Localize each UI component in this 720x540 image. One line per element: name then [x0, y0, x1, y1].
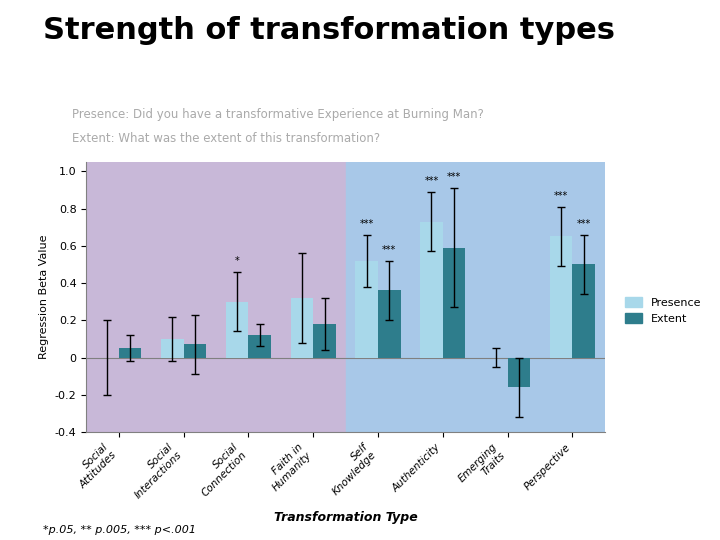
Bar: [313, 324, 336, 357]
Text: ***: ***: [424, 176, 438, 186]
Bar: [443, 248, 465, 357]
Bar: [184, 345, 206, 357]
Text: Presence: Did you have a transformative Experience at Burning Man?: Presence: Did you have a transformative …: [72, 108, 484, 121]
Text: ***: ***: [577, 219, 591, 229]
Y-axis label: Regression Beta Value: Regression Beta Value: [40, 235, 50, 359]
Bar: [161, 339, 184, 357]
Bar: [86, 162, 346, 432]
Bar: [290, 298, 313, 357]
Bar: [378, 291, 400, 357]
Text: Transformation Type: Transformation Type: [274, 511, 418, 524]
Bar: [356, 261, 378, 357]
Text: *p.05, ** p.005, *** p<.001: *p.05, ** p.005, *** p<.001: [43, 524, 196, 535]
Bar: [225, 302, 248, 357]
Bar: [420, 221, 443, 357]
Bar: [572, 265, 595, 357]
Bar: [248, 335, 271, 357]
Text: ***: ***: [554, 191, 568, 201]
Bar: [119, 348, 141, 357]
Text: Extent: What was the extent of this transformation?: Extent: What was the extent of this tran…: [72, 132, 380, 145]
Text: *: *: [235, 256, 240, 266]
Text: Strength of transformation types: Strength of transformation types: [43, 16, 615, 45]
Bar: [346, 162, 605, 432]
Text: ***: ***: [359, 219, 374, 229]
Legend: Presence, Extent: Presence, Extent: [621, 293, 706, 328]
Text: ***: ***: [382, 245, 397, 255]
Text: ***: ***: [447, 172, 462, 183]
Bar: [550, 237, 572, 357]
Bar: [508, 357, 530, 387]
